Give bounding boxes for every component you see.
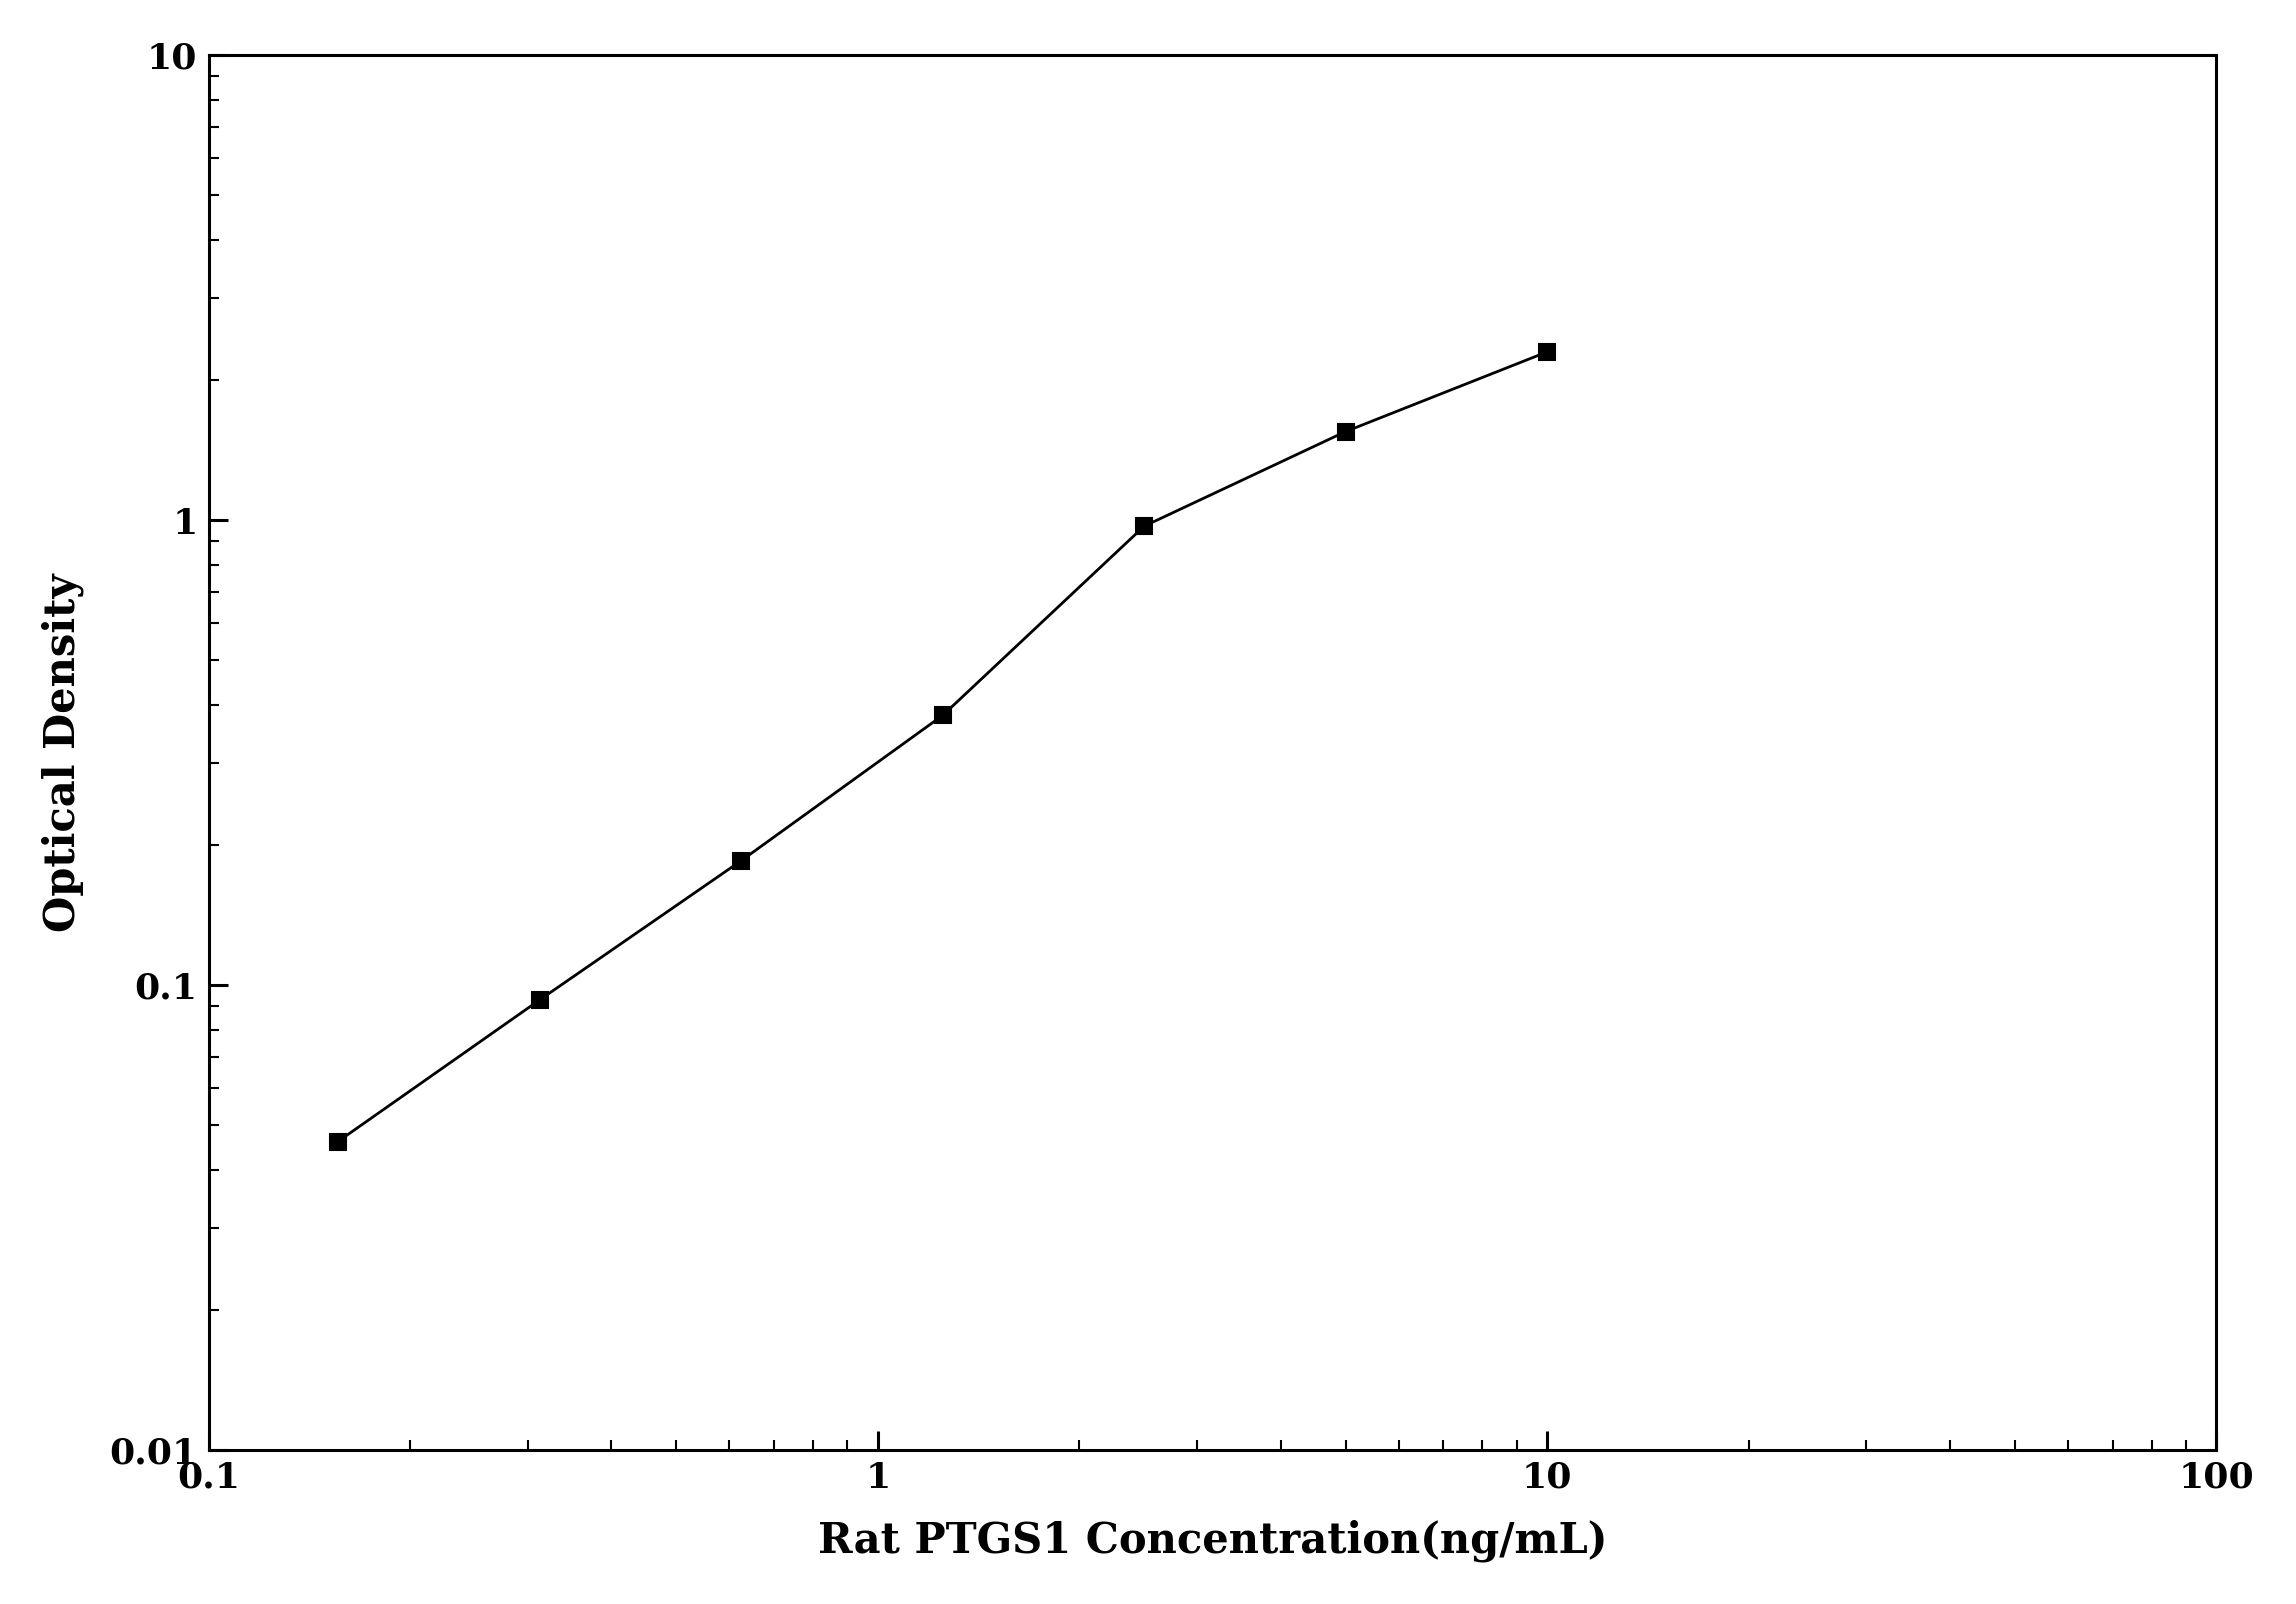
Y-axis label: Optical Density: Optical Density [41, 573, 85, 932]
X-axis label: Rat PTGS1 Concentration(ng/mL): Rat PTGS1 Concentration(ng/mL) [817, 1521, 1607, 1562]
